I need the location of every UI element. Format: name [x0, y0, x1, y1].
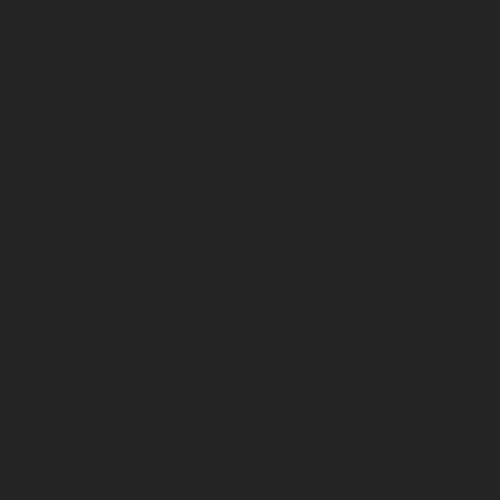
solid-background — [0, 0, 500, 500]
